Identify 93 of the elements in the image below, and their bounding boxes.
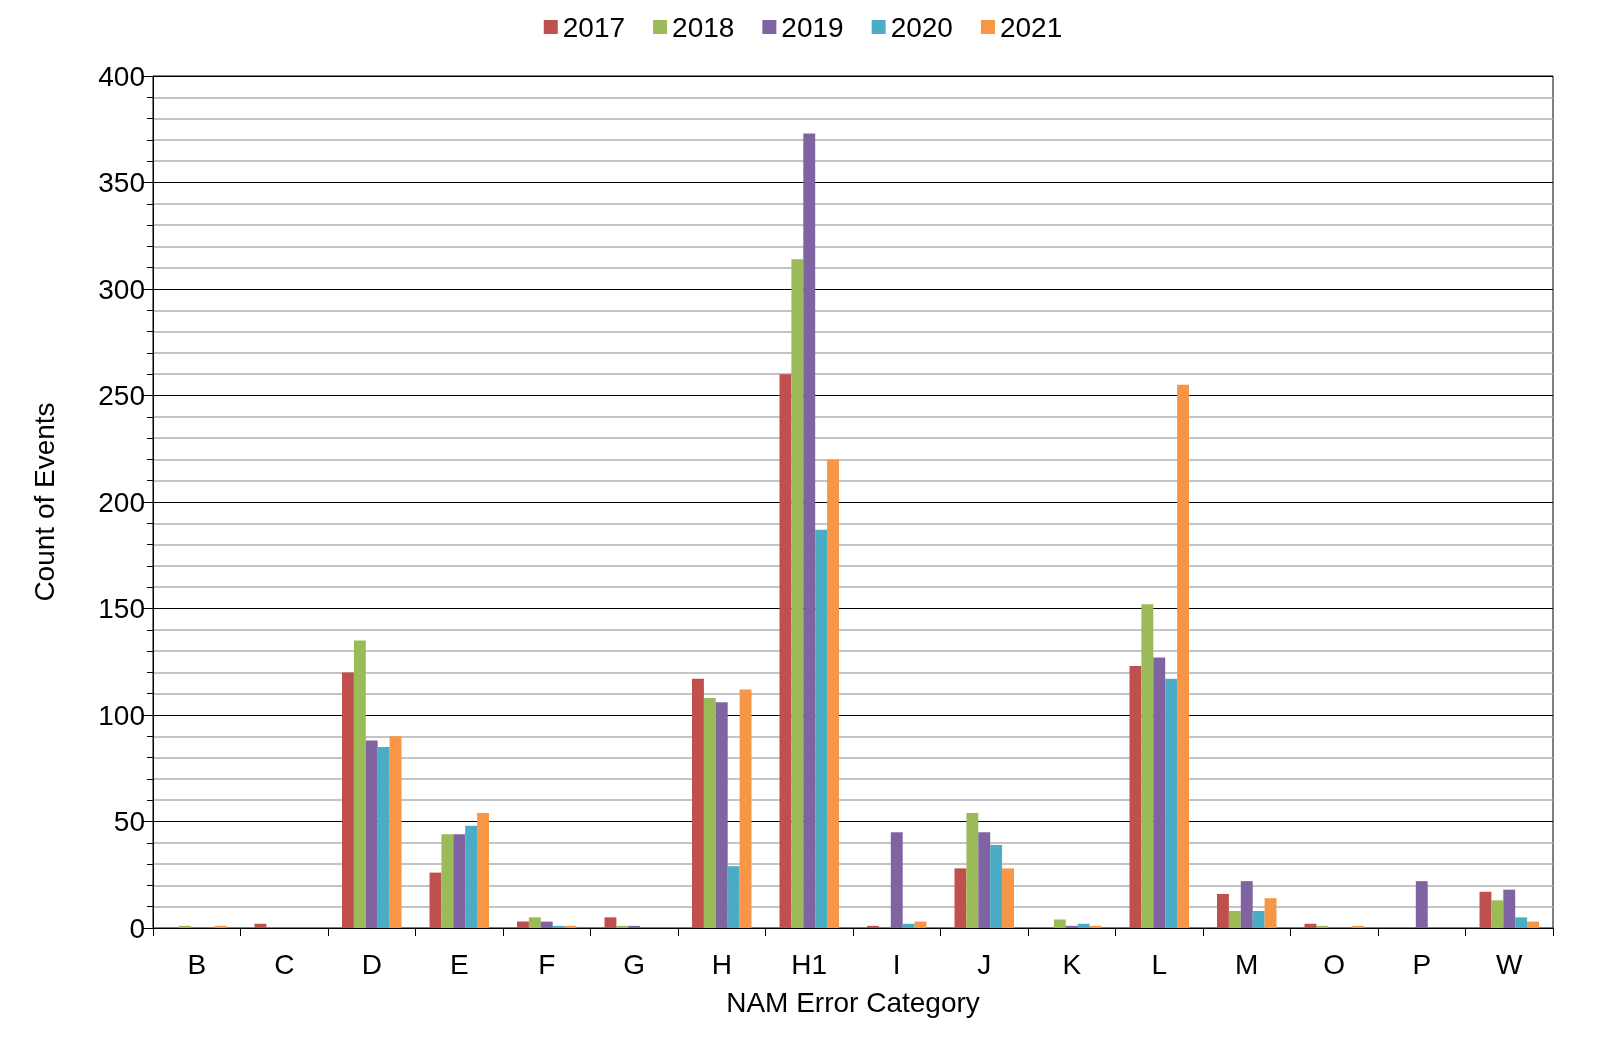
- x-tick-label: F: [538, 948, 556, 980]
- bar: [727, 866, 740, 928]
- x-tick-label: E: [449, 948, 469, 980]
- bar: [377, 746, 390, 928]
- x-tick-label: W: [1496, 948, 1524, 980]
- bar: [477, 812, 489, 928]
- bar: [342, 672, 354, 928]
- y-tick-label: 350: [98, 167, 145, 198]
- bar: [1077, 923, 1090, 928]
- x-tick-label: J: [977, 948, 992, 980]
- bar: [692, 678, 704, 928]
- x-tick-label: H: [711, 948, 732, 980]
- bar: [954, 868, 967, 928]
- x-tick-label: G: [623, 948, 646, 980]
- legend-label: 2019: [781, 11, 844, 43]
- bar: [1228, 910, 1241, 928]
- x-tick-label: H1: [791, 948, 828, 980]
- bar: [517, 921, 529, 928]
- bar: [779, 374, 792, 928]
- y-tick-label: 200: [98, 486, 145, 518]
- bar: [552, 925, 565, 928]
- legend-label: 2021: [999, 11, 1063, 43]
- bar: [1240, 881, 1253, 928]
- x-tick-label: O: [1323, 948, 1346, 980]
- bar: [1002, 868, 1014, 928]
- bar: [1129, 666, 1142, 928]
- bar: [178, 925, 191, 928]
- bar: [528, 917, 541, 928]
- bar: [914, 921, 927, 928]
- bar: [703, 697, 716, 928]
- y-tick-label: 100: [98, 699, 145, 731]
- bar: [1252, 910, 1265, 928]
- x-axis-title: NAM Error Category: [726, 986, 980, 1018]
- x-tick-label: I: [892, 948, 901, 980]
- bar: [815, 529, 828, 928]
- x-tick-label: K: [1062, 948, 1082, 980]
- y-axis-title: Count of Events: [28, 402, 60, 602]
- bar: [465, 825, 478, 928]
- y-tick-label: 250: [98, 380, 145, 411]
- bar: [1165, 678, 1178, 928]
- bar: [867, 925, 879, 928]
- bar: [791, 259, 804, 928]
- bar: [1352, 925, 1364, 928]
- bar: [827, 459, 839, 928]
- bar: [214, 925, 227, 928]
- bar: [1177, 384, 1189, 928]
- bar: [389, 736, 402, 928]
- bar: [1415, 881, 1428, 928]
- bar: [604, 917, 617, 928]
- bar: [1141, 604, 1154, 928]
- x-tick-label: C: [274, 948, 295, 980]
- bar: [990, 844, 1003, 928]
- bar: [1264, 898, 1277, 928]
- y-tick-label: 400: [98, 60, 145, 92]
- x-tick-label: D: [361, 948, 382, 980]
- bar: [902, 923, 915, 928]
- bar: [453, 834, 466, 928]
- bar: [1065, 925, 1078, 928]
- bar: [1316, 925, 1329, 928]
- x-tick-label: L: [1151, 948, 1168, 980]
- bar: [739, 689, 752, 928]
- bar: [890, 832, 903, 928]
- bar: [803, 133, 816, 928]
- bar: [1053, 919, 1066, 928]
- bar: [365, 740, 378, 928]
- legend-label: 2018: [672, 11, 735, 43]
- legend-label: 2017: [562, 11, 626, 43]
- bar: [540, 921, 553, 928]
- bar: [353, 640, 366, 928]
- bar: [966, 812, 979, 928]
- bar: [429, 872, 442, 928]
- x-tick-label: B: [187, 948, 207, 980]
- y-tick-label: 0: [129, 912, 145, 944]
- bar: [1527, 921, 1539, 928]
- bar: [1089, 925, 1102, 928]
- bar: [1153, 657, 1166, 928]
- x-tick-label: P: [1412, 948, 1432, 980]
- y-tick-label: 150: [98, 593, 145, 624]
- bar: [616, 925, 629, 928]
- bar: [1217, 893, 1229, 928]
- y-tick-label: 50: [113, 806, 145, 837]
- legend-label: 2020: [890, 11, 953, 43]
- y-tick-label: 300: [98, 273, 145, 305]
- bar: [564, 925, 577, 928]
- bar: [1515, 917, 1528, 928]
- bar: [1479, 891, 1492, 928]
- bar: [1491, 900, 1504, 928]
- bar: [1503, 889, 1516, 928]
- bar: [715, 702, 728, 928]
- bar: [441, 834, 454, 928]
- bar: [978, 832, 991, 928]
- bar: [628, 925, 641, 928]
- x-tick-label: M: [1235, 948, 1259, 980]
